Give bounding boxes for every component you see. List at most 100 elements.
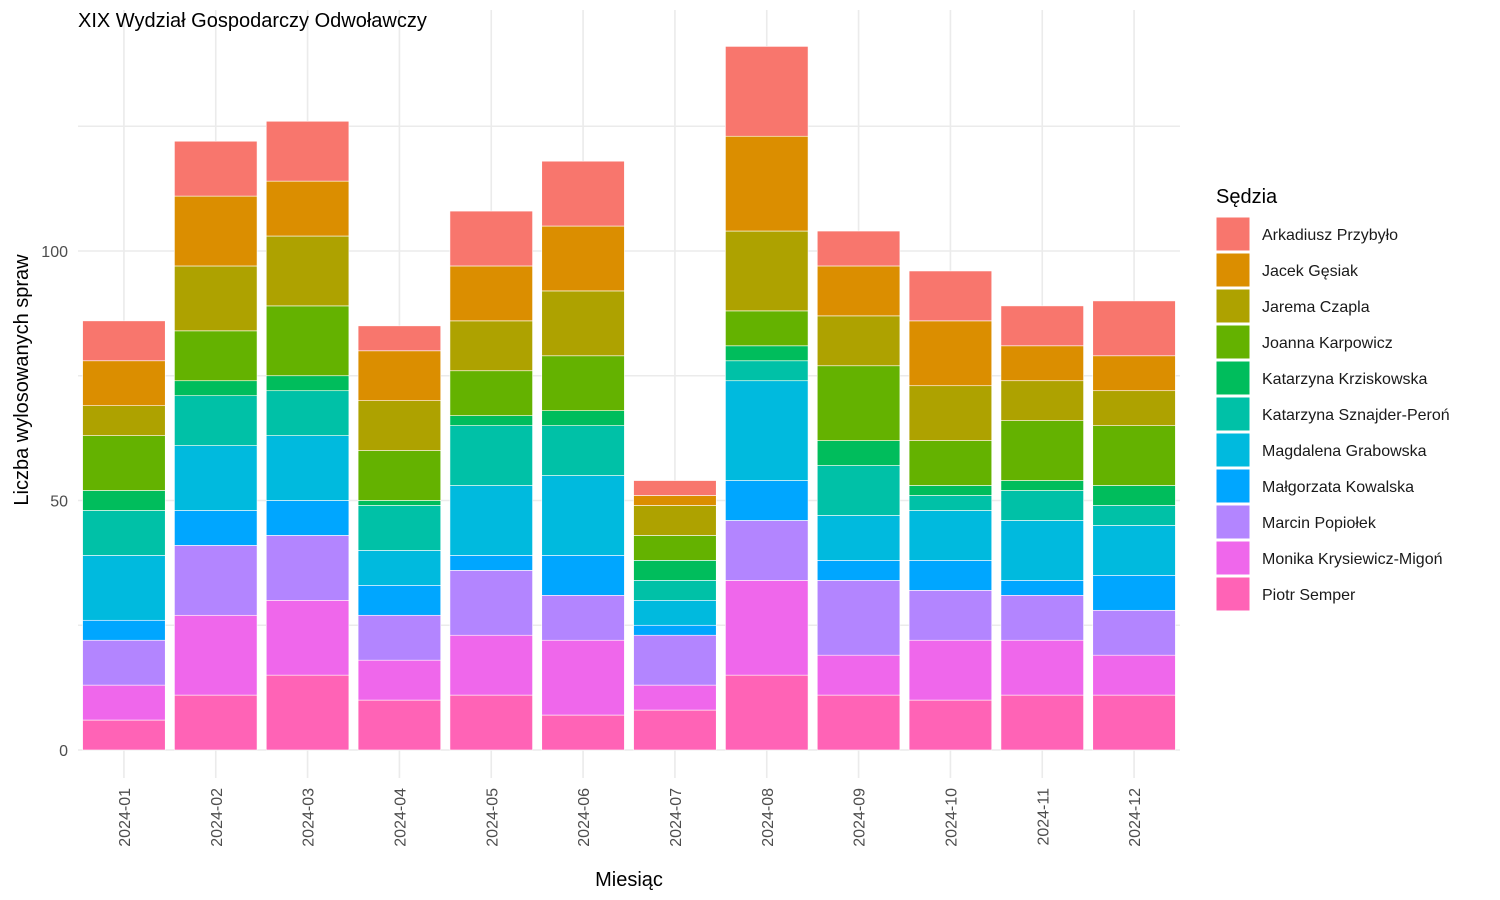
bar-segment <box>725 580 809 676</box>
bar-segment <box>82 639 166 686</box>
bar-segment <box>82 684 166 721</box>
legend-swatch <box>1215 432 1251 468</box>
bar-segment <box>541 290 625 357</box>
bar-segment <box>725 310 809 347</box>
bar-segment <box>1092 300 1176 357</box>
legend-title: Sędzia <box>1216 186 1278 208</box>
legend-label: Małgorzata Kowalska <box>1262 479 1414 496</box>
bar-segment <box>174 380 258 397</box>
bar-segment <box>816 265 901 317</box>
bar-segment <box>1000 490 1084 521</box>
x-tick-label: 2024-04 <box>392 788 409 847</box>
x-tick-label: 2024-08 <box>760 788 777 847</box>
bar-segment <box>541 425 625 476</box>
bar-segment <box>357 500 442 506</box>
bar-segment <box>82 619 166 641</box>
bar-segment <box>265 390 350 436</box>
bar-segment <box>357 350 442 401</box>
x-tick-label: 2024-06 <box>576 788 593 847</box>
bar-segment <box>633 634 717 686</box>
bar-segment <box>449 370 533 416</box>
legend-label: Jacek Gęsiak <box>1262 263 1359 280</box>
bar-segment <box>82 320 166 362</box>
bar-segment <box>357 505 442 551</box>
bar-segment <box>816 654 901 696</box>
bar-segment <box>816 580 901 656</box>
legend-label: Joanna Karpowicz <box>1262 335 1393 352</box>
x-tick-label: 2024-07 <box>668 788 685 847</box>
x-tick-label: 2024-02 <box>209 788 226 847</box>
bar-segment <box>265 599 350 676</box>
y-axis-ticks: 0 50 100 <box>41 244 68 760</box>
bar-segment <box>174 330 258 382</box>
bar-segment <box>1092 654 1176 696</box>
bar-segment <box>174 395 258 446</box>
legend-swatch <box>1215 288 1251 324</box>
bar-segment <box>1000 639 1084 696</box>
bar-segment <box>357 699 442 751</box>
bars <box>82 46 1176 751</box>
legend-swatch <box>1215 540 1251 576</box>
legend-label: Jarema Czapla <box>1262 299 1370 316</box>
bar-segment <box>82 490 166 511</box>
bar-segment <box>816 230 901 267</box>
bar-segment <box>1092 575 1176 611</box>
bar-segment <box>82 435 166 491</box>
bar-segment <box>449 694 533 751</box>
bar-segment <box>449 425 533 486</box>
y-tick-label: 100 <box>41 244 68 261</box>
bar-segment <box>174 445 258 511</box>
bar-segment <box>174 510 258 546</box>
legend-swatch <box>1215 360 1251 396</box>
bar-segment <box>816 560 901 581</box>
bar-segment <box>1000 380 1084 421</box>
x-tick-label: 2024-12 <box>1127 788 1144 847</box>
bar-segment <box>1092 390 1176 426</box>
legend-swatch <box>1215 396 1251 432</box>
bar-segment <box>1000 580 1084 596</box>
bar-segment <box>725 520 809 581</box>
bar-segment <box>908 699 993 751</box>
bar-segment <box>633 684 717 711</box>
bar-segment <box>449 570 533 636</box>
legend-label: Piotr Semper <box>1262 587 1356 604</box>
bar-segment <box>908 385 993 441</box>
bar-segment <box>357 659 442 701</box>
bar-segment <box>174 265 258 332</box>
bar-segment <box>633 505 717 536</box>
bar-segment <box>633 560 717 581</box>
bar-segment <box>908 590 993 641</box>
bar-segment <box>633 580 717 601</box>
bar-segment <box>908 270 993 322</box>
bar-segment <box>816 465 901 516</box>
bar-segment <box>725 345 809 362</box>
bar-segment <box>816 315 901 367</box>
x-tick-label: 2024-01 <box>117 788 134 847</box>
bar-segment <box>908 560 993 591</box>
bar-segment <box>1000 480 1084 491</box>
bar-segment <box>265 500 350 536</box>
bar-segment <box>449 415 533 426</box>
bar-segment <box>725 46 809 137</box>
bar-segment <box>1092 694 1176 751</box>
bar-segment <box>541 555 625 596</box>
legend-swatch <box>1215 576 1251 612</box>
bar-segment <box>357 614 442 661</box>
bar-segment <box>725 480 809 521</box>
bar-segment <box>265 435 350 501</box>
bar-segment <box>541 225 625 292</box>
bar-segment <box>633 495 717 506</box>
bar-segment <box>541 595 625 641</box>
bar-segment <box>816 440 901 466</box>
bar-segment <box>82 510 166 556</box>
legend-label: Monika Krysiewicz-Migoń <box>1262 551 1443 568</box>
bar-segment <box>1000 520 1084 581</box>
legend-swatch <box>1215 252 1251 288</box>
x-tick-label: 2024-09 <box>852 788 869 847</box>
y-axis-title: Liczba wylosowanych spraw <box>11 254 33 506</box>
bar-segment <box>82 405 166 436</box>
bar-segment <box>816 365 901 441</box>
bar-segment <box>1000 420 1084 481</box>
bar-segment <box>449 555 533 571</box>
